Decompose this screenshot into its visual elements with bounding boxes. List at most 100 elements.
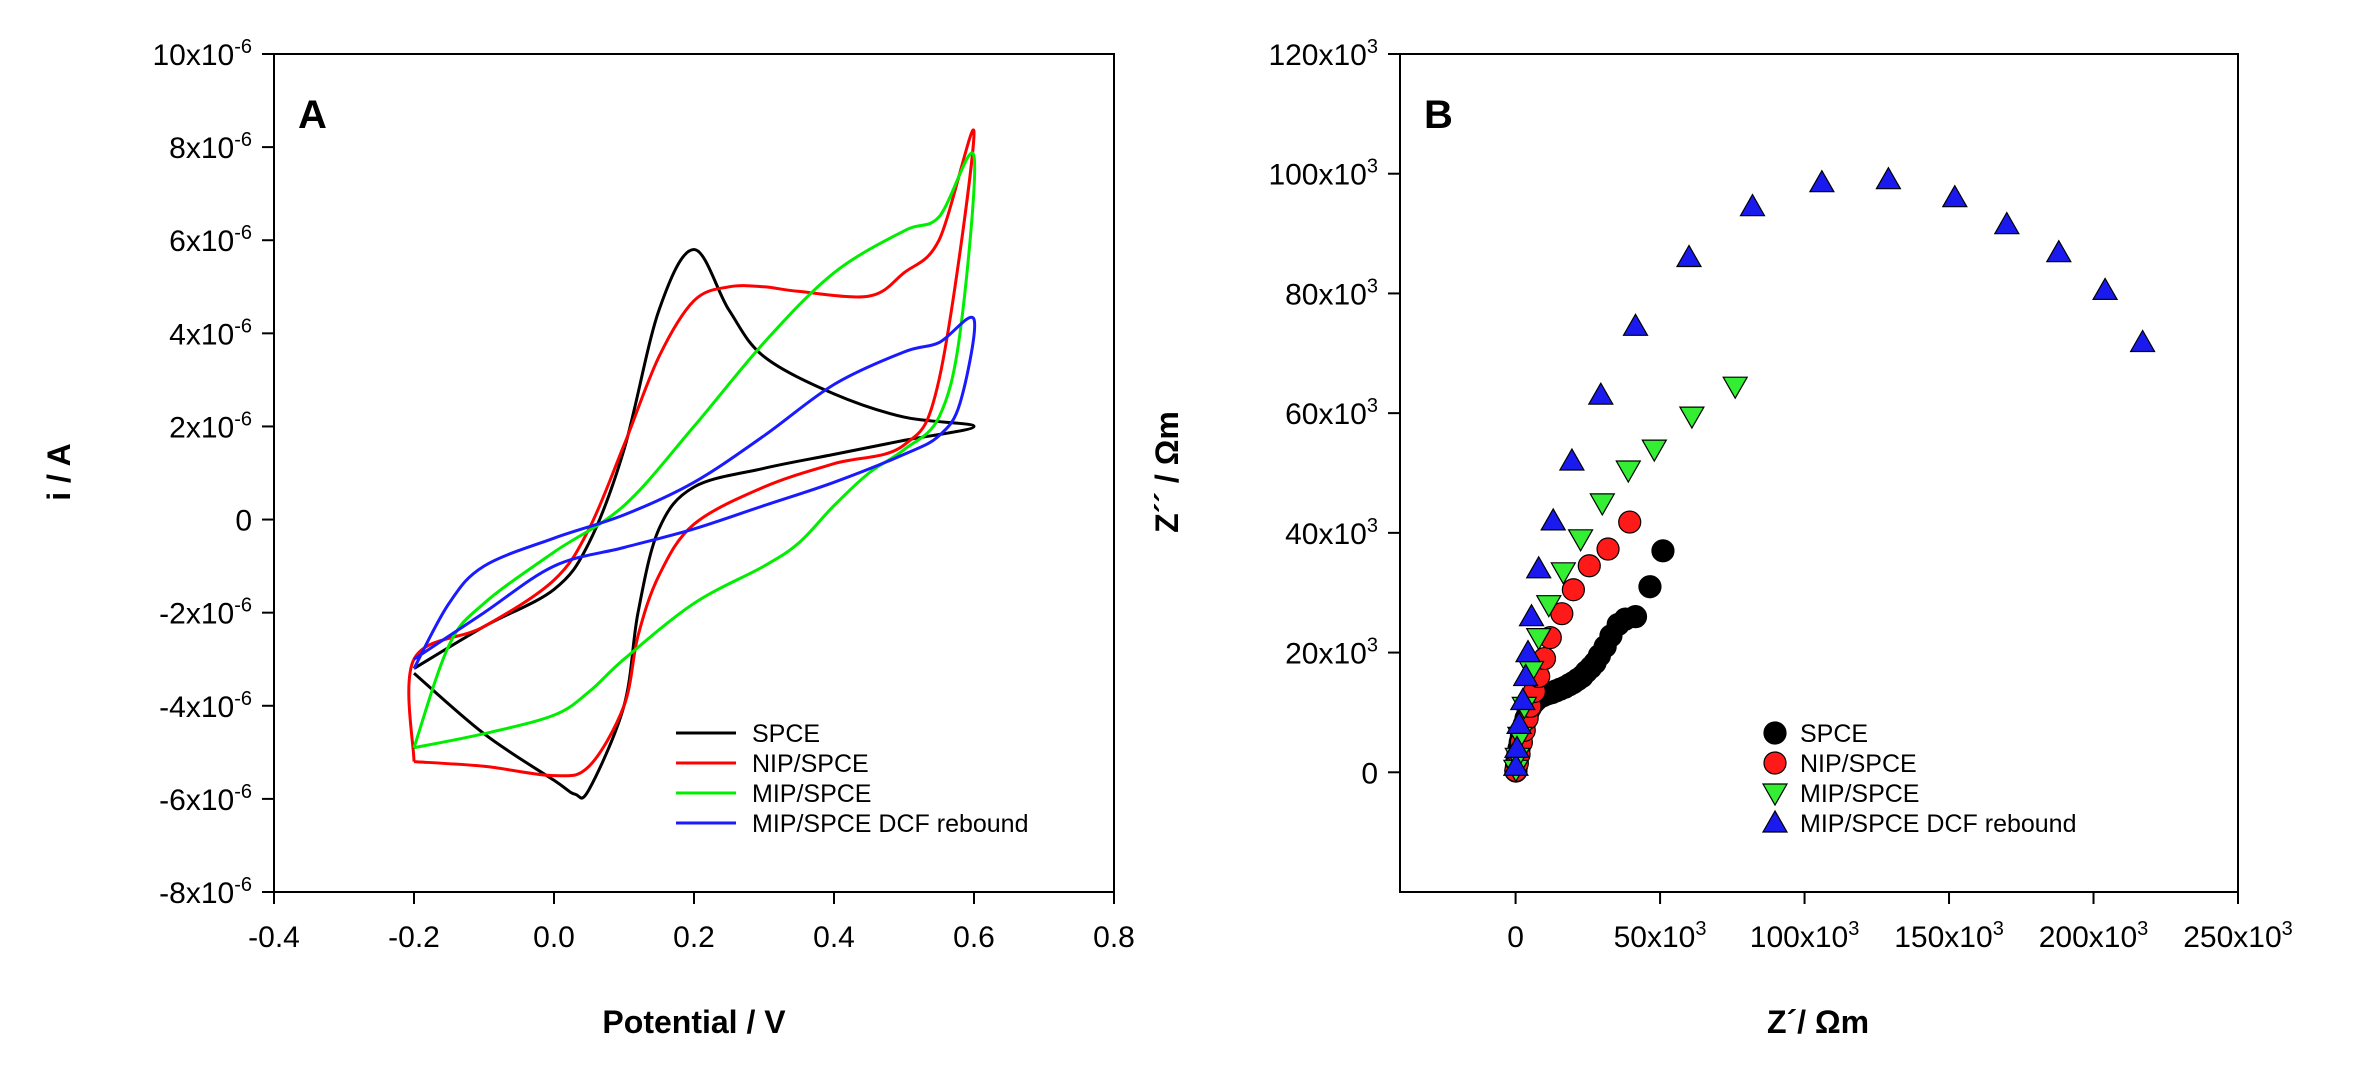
panel-b-x-tick-label-base: 150x10 (1894, 921, 1992, 954)
panel-b-x-tick-label: 250x103 (2183, 918, 2293, 954)
panel-b-y-tick-label-base: 60x10 (1285, 398, 1367, 431)
panel-b-x-tick-label-exponent: 3 (2282, 918, 2293, 940)
panel-b-y-tick-label: 20x103 (1285, 635, 1378, 671)
panel-b-y-tick-label: 80x103 (1285, 275, 1378, 311)
panel-a-y-tick-label-exponent: -6 (234, 688, 252, 710)
panel-a-y-tick-label-base: 4x10 (169, 318, 234, 351)
panel-b-x-tick-label-base: 50x10 (1614, 921, 1696, 954)
panel-a-series-line-3 (412, 151, 977, 750)
panel-b-point-series-4 (1675, 244, 1703, 268)
panel-b-markers (1502, 166, 2156, 783)
panel-b-y-tick-label-exponent: 3 (1367, 515, 1378, 537)
panel-b-legend-marker (1763, 751, 1787, 775)
panel-b-legend-marker (1763, 721, 1787, 745)
panel-b-y-tick-label: 120x103 (1268, 36, 1378, 72)
panel-b-point-series-3 (1535, 595, 1562, 618)
panel-b-point-series-2 (1561, 578, 1585, 602)
panel-b-point-series-2 (1577, 554, 1601, 578)
panel-b-x-tick-label: 0 (1507, 921, 1524, 954)
panel-b-point-series-3 (1567, 529, 1594, 553)
panel-b-point-series-4 (1587, 381, 1614, 405)
panel-a-y-tick-label-base: -8x10 (159, 877, 234, 910)
panel-b-point-series-4 (1941, 184, 1968, 208)
panel-a-y-tick-label-exponent: -6 (234, 595, 252, 617)
panel-b-x-tick-label: 150x103 (1894, 918, 2004, 954)
panel-b-ticks: 0 50x103 100x103 150x103 200x103 250x103120x1… (1268, 36, 2292, 954)
panel-a-legend-label: MIP/SPCE (752, 780, 871, 808)
panel-b-legend-label: MIP/SPCE (1800, 780, 1919, 808)
panel-b-y-axis-title: Z´´ / Ωm (1149, 411, 1185, 533)
panel-b-point-series-1 (1651, 539, 1675, 563)
panel-a-x-tick-label: 0.0 (533, 921, 575, 954)
panel-b-y-tick-label-base: 100x10 (1268, 159, 1366, 192)
panel-b-point-series-4 (1514, 639, 1542, 663)
panel-b-point-series-4 (1503, 735, 1531, 758)
panel-a-y-tick-label: -8x10-6 (159, 874, 252, 910)
panel-b-x-tick-label-exponent: 3 (1993, 918, 2004, 940)
panel-a-y-tick-label: 8x10-6 (169, 129, 252, 165)
panel-b-point-series-3 (1589, 493, 1616, 517)
panel-b-point-series-4 (1506, 711, 1533, 735)
panel-a-y-tick-label-base: 6x10 (169, 225, 234, 258)
panel-b-x-tick-label: 100x103 (1750, 918, 1860, 954)
panel-b-point-series-1 (1623, 605, 1648, 629)
panel-b-point-series-4 (2129, 329, 2156, 353)
panel-b-x-tick-label: 50x103 (1614, 918, 1707, 954)
panel-b-legend-marker (1761, 783, 1789, 807)
panel-b-point-series-3 (1550, 562, 1577, 586)
panel-b-x-tick-label-base: 200x10 (2039, 921, 2137, 954)
panel-b-point-series-4 (1509, 687, 1536, 711)
panel-a-chart: A -0.4 -0.2 0.0 0.2 0.4 0.6 0.810x10-68x10-66x… (41, 36, 1135, 1040)
panel-b-x-tick-label-base: 250x10 (2183, 921, 2281, 954)
panel-a-x-tick-label: 0.2 (673, 921, 715, 954)
panel-b-point-series-3 (1722, 376, 1749, 400)
panel-a-y-tick-label-base: -6x10 (159, 784, 234, 817)
panel-a-legend-label: MIP/SPCE DCF rebound (752, 810, 1029, 838)
panel-b-y-tick-label: 40x103 (1285, 515, 1378, 551)
panel-a-y-axis-title: i / A (41, 443, 77, 500)
panel-b-point-series-4 (1502, 753, 1529, 776)
panel-b-point-series-4 (1540, 507, 1567, 531)
panel-b-point-series-1 (1638, 575, 1662, 599)
panel-b-y-tick-label-base: 120x10 (1268, 39, 1366, 72)
panel-b-point-series-4 (1875, 166, 1902, 190)
panel-a-x-axis-title: Potential / V (602, 1004, 786, 1040)
panel-b-point-series-2 (1596, 537, 1620, 561)
panel-a-y-tick-label-base: 8x10 (169, 132, 234, 165)
panel-b-y-tick-label-exponent: 3 (1367, 395, 1378, 417)
panel-b-point-series-4 (2092, 277, 2119, 300)
panel-b-point-series-4 (1739, 193, 1766, 217)
panel-a-y-tick-label-base: -2x10 (159, 598, 234, 631)
panel-a-curves (407, 128, 977, 800)
panel-b-x-tick-label-exponent: 3 (1695, 918, 1706, 940)
panel-a-x-tick-label: -0.4 (248, 921, 300, 954)
panel-a-y-tick-label-base: 2x10 (169, 411, 234, 444)
panel-b-point-series-4 (1622, 313, 1649, 336)
panel-a-legend-label: NIP/SPCE (752, 750, 869, 778)
panel-a-series-line-1 (413, 248, 976, 800)
panel-b-point-series-3 (1525, 627, 1552, 651)
panel-b-point-series-3 (1678, 406, 1705, 430)
panel-b-point-series-3 (1615, 460, 1642, 484)
panel-a-y-tick-label-exponent: -6 (234, 874, 252, 896)
panel-b-point-series-4 (1993, 211, 2020, 235)
panel-a-y-tick-label-exponent: -6 (234, 781, 252, 803)
panel-b-y-tick-label-exponent: 3 (1367, 635, 1378, 657)
panel-b-y-tick-label-exponent: 3 (1367, 275, 1378, 297)
panel-b-point-series-4 (2045, 239, 2072, 263)
panel-a-x-tick-label: -0.2 (388, 921, 440, 954)
panel-b-point-series-4 (1558, 447, 1585, 471)
panel-a-y-tick-label: 6x10-6 (169, 222, 252, 258)
panel-b-x-tick-label-exponent: 3 (1848, 918, 1859, 940)
panel-a-y-tick-label-exponent: -6 (234, 315, 252, 337)
panel-b-plot-frame (1399, 53, 2239, 893)
panel-b-y-tick-label: 60x103 (1285, 395, 1378, 431)
panel-a-y-tick-label-exponent: -6 (234, 129, 252, 151)
panel-a-ticks: -0.4 -0.2 0.0 0.2 0.4 0.6 0.810x10-68x10-66x10… (152, 36, 1134, 954)
panel-b-x-tick-label-base: 100x10 (1750, 921, 1848, 954)
panel-b-x-tick-label-exponent: 3 (2137, 918, 2148, 940)
